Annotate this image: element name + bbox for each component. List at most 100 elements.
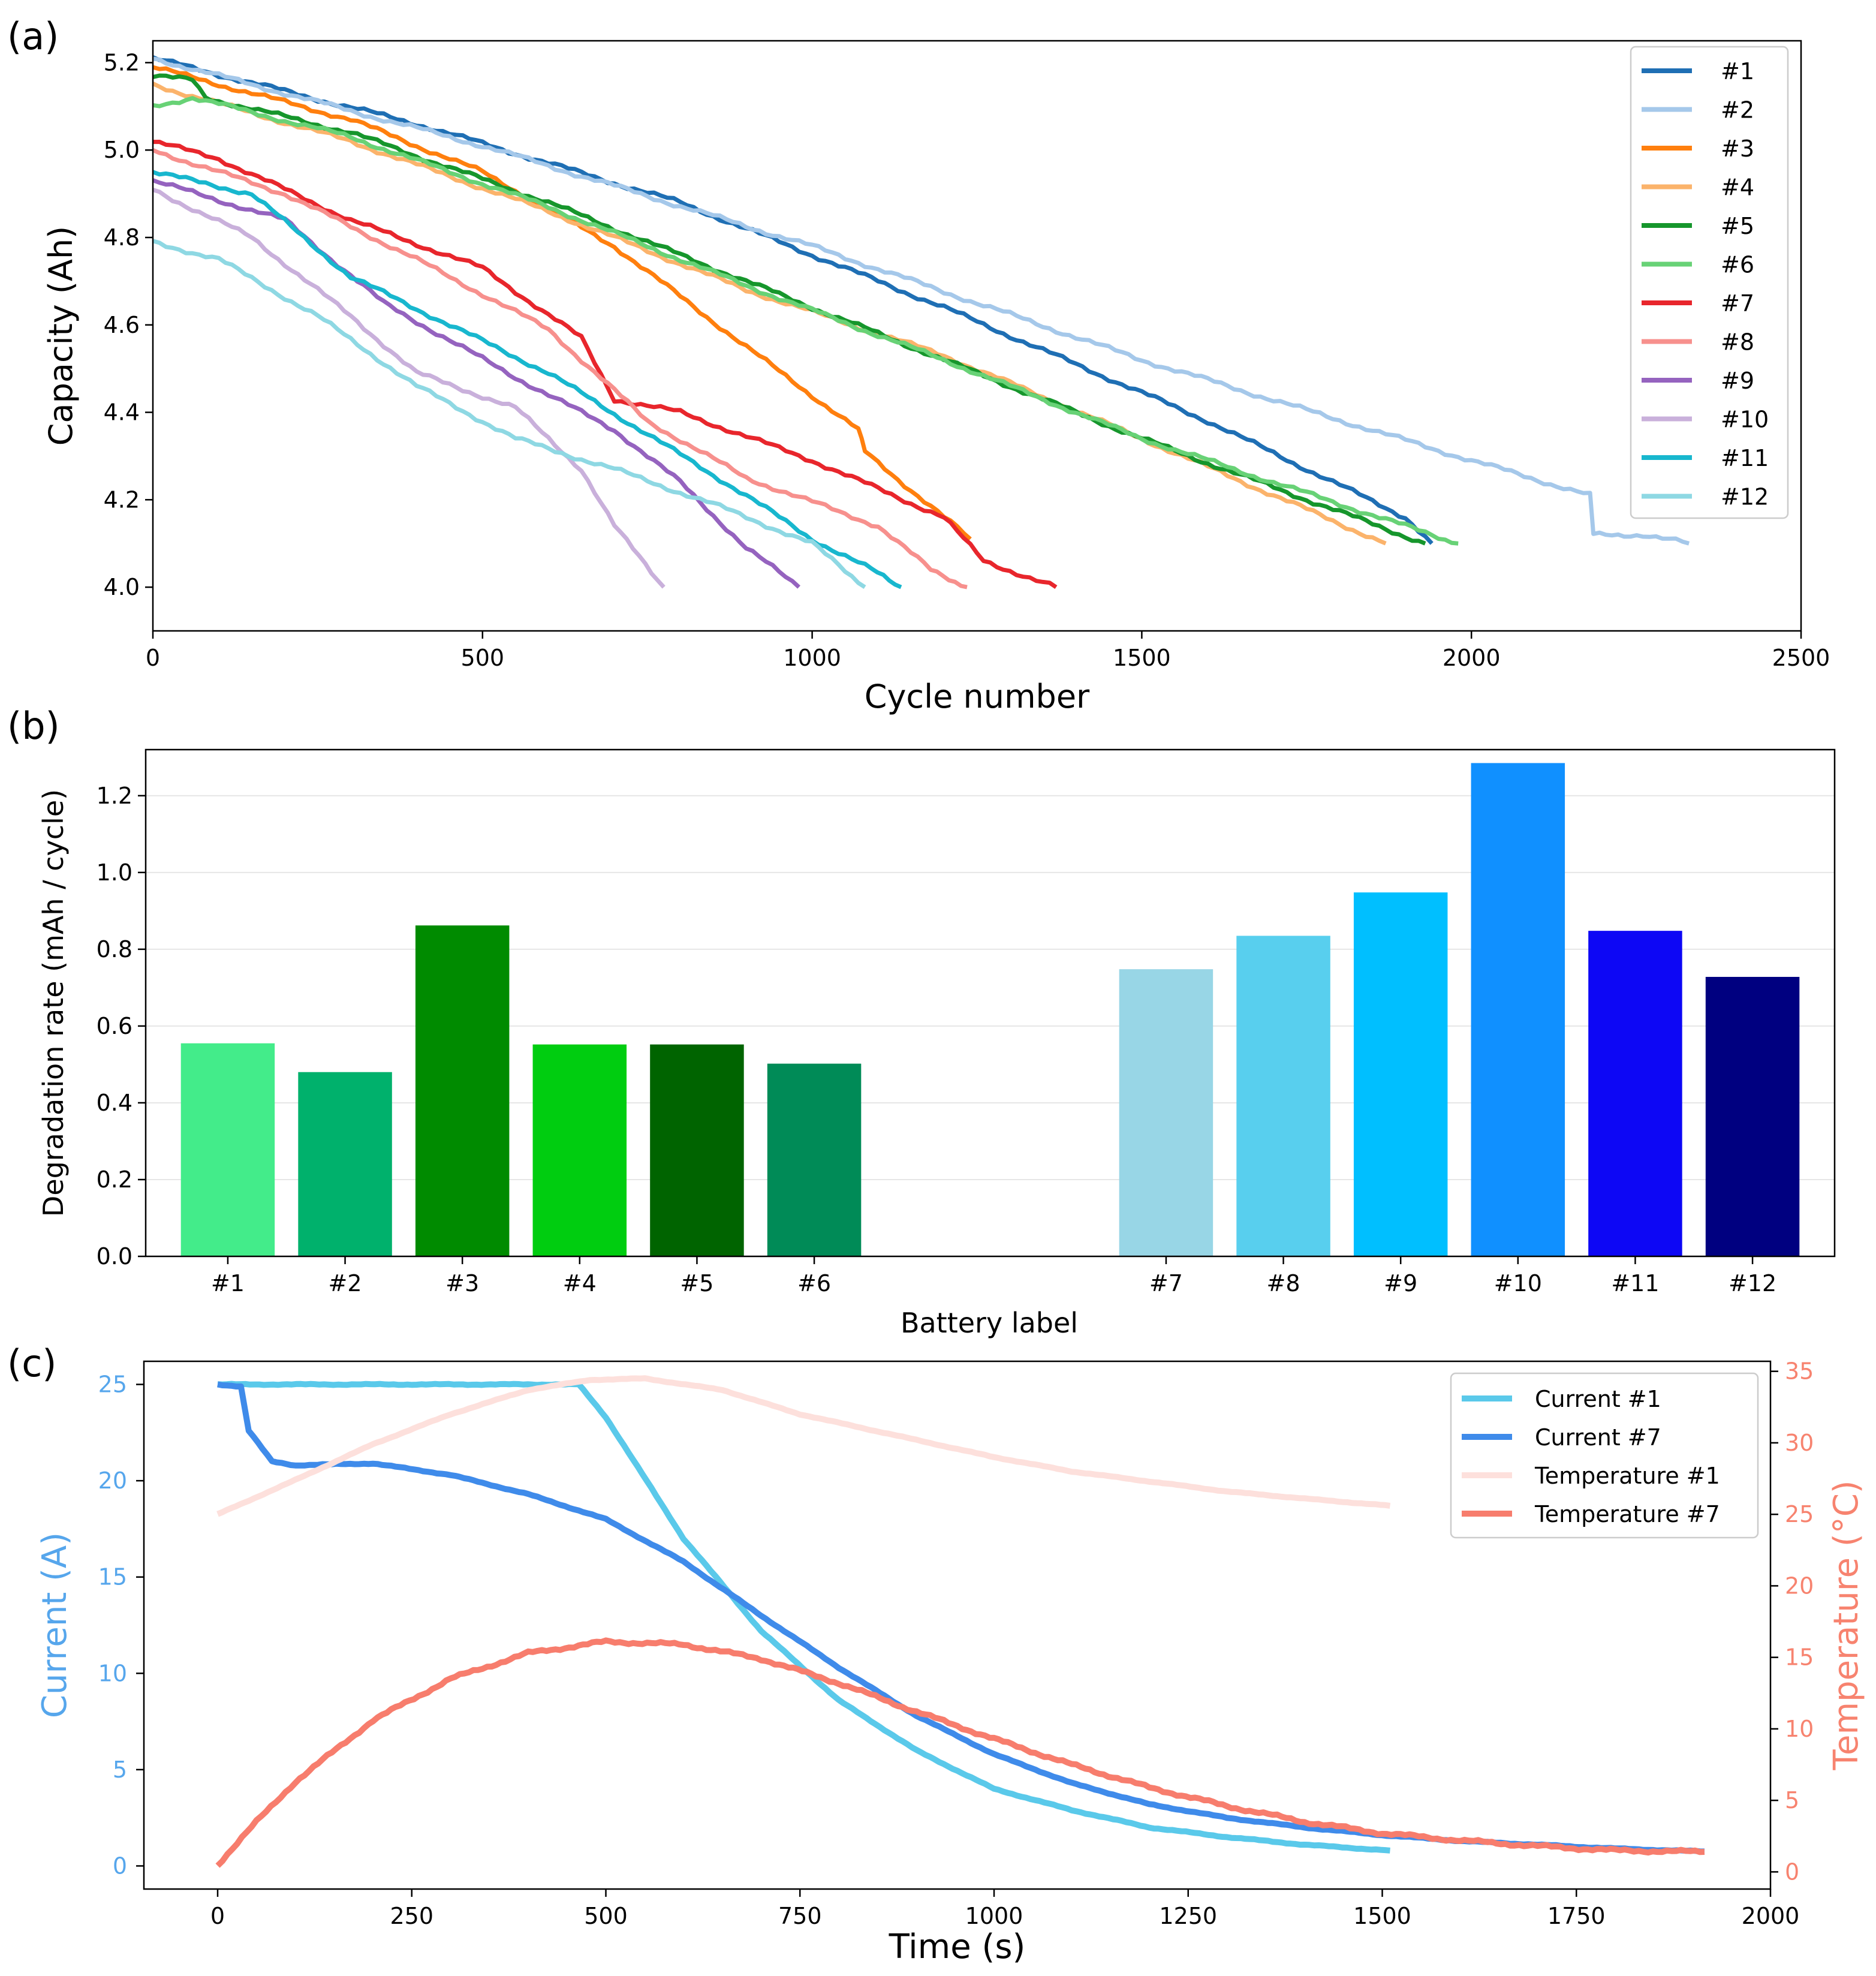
x-axis-label: Cycle number [865, 678, 1090, 715]
x-tick-label: 1000 [965, 1903, 1023, 1929]
bar-2 [298, 1072, 392, 1256]
legend-label: Current #1 [1535, 1386, 1661, 1412]
y-tick-label: 0.8 [97, 936, 133, 963]
y-tick-label-left: 20 [98, 1467, 127, 1494]
y-tick-label: 1.0 [97, 859, 133, 886]
x-tick-label: #2 [329, 1270, 362, 1297]
series-line-temperature-7 [215, 1637, 1705, 1868]
y-axis-label-left: Current (A) [35, 1532, 74, 1718]
x-tick-label: 1000 [783, 645, 841, 671]
chart-degradation-rate: #1 #2 #3 #4 #5 #6 #7 #8 #9 #10 #11 #12 0.0 0.2 0.4 0.6 0… [37, 748, 1836, 1339]
plot-frame [144, 748, 1836, 1258]
y-axis-label-right: Temperature (°C) [1827, 1480, 1866, 1770]
y-tick-label-right: 0 [1785, 1858, 1799, 1885]
panel-label-c: (c) [7, 1342, 56, 1385]
legend-label: #6 [1721, 252, 1754, 278]
bar-9 [1353, 892, 1448, 1256]
y-tick-label: 5.0 [104, 137, 140, 163]
x-tick-label: #11 [1611, 1270, 1659, 1297]
y-tick-label: 4.4 [104, 399, 140, 426]
panel-label-b: (b) [7, 704, 60, 748]
x-tick-label: #1 [211, 1270, 245, 1297]
y-tick-label-right: 25 [1785, 1501, 1814, 1527]
legend-label: Current #7 [1535, 1424, 1661, 1451]
y-tick-label: 4.6 [104, 312, 140, 338]
bar-3 [415, 925, 510, 1256]
legend-label: Temperature #1 [1534, 1463, 1720, 1489]
x-tick-label: #8 [1267, 1270, 1300, 1297]
legend-label: #5 [1721, 213, 1754, 239]
x-tick-label: 1500 [1353, 1903, 1411, 1929]
y-tick-label: 0.6 [97, 1013, 133, 1039]
legend-label: #4 [1721, 175, 1754, 201]
series-line-12 [152, 239, 866, 590]
plot-frame [143, 1360, 1772, 1890]
series-line-6 [152, 96, 1459, 546]
x-tick-label: 2000 [1443, 645, 1501, 671]
bar-6 [767, 1063, 862, 1256]
y-tick-label: 0.0 [97, 1243, 133, 1270]
bar-10 [1471, 763, 1565, 1256]
x-tick-label: 2500 [1772, 645, 1830, 671]
x-tick-label: 0 [210, 1903, 225, 1929]
legend-label: Temperature #7 [1534, 1501, 1720, 1527]
legend-box [1630, 46, 1789, 519]
series-line-8 [152, 148, 968, 590]
series-line-9 [152, 178, 800, 589]
legend-label: #11 [1721, 445, 1769, 471]
y-tick-label: 4.0 [104, 574, 140, 600]
series-line-1 [152, 55, 1434, 545]
x-tick-label: #6 [797, 1270, 831, 1297]
y-axis-label: Degradation rate (mAh / cycle) [37, 789, 70, 1217]
y-tick-label-right: 10 [1785, 1716, 1814, 1742]
legend-label: #2 [1721, 97, 1754, 124]
series-line-2 [152, 56, 1690, 546]
legend-label: #10 [1721, 407, 1769, 433]
x-tick-label: 500 [584, 1903, 628, 1929]
legend-label: #7 [1721, 290, 1754, 317]
plot-frame [152, 40, 1802, 632]
y-tick-label: 5.2 [104, 49, 140, 76]
y-tick-label: 4.2 [104, 486, 140, 513]
y-tick-label: 4.8 [104, 224, 140, 251]
legend-label: #3 [1721, 136, 1754, 162]
y-tick-label: 0.4 [97, 1090, 133, 1116]
legend-label: #8 [1721, 329, 1754, 356]
y-tick-label-right: 30 [1785, 1430, 1814, 1456]
chart-capacity: 0 500 1000 1500 2000 2500 4.0 4.2 4.4 4.6 4.8 5.0 5.… [42, 40, 1830, 715]
series-line-5 [152, 73, 1426, 546]
x-tick-label: 500 [461, 645, 505, 671]
bar-7 [1119, 969, 1213, 1256]
series-line-temperature-1 [216, 1375, 1391, 1517]
y-tick-label-right: 20 [1785, 1572, 1814, 1599]
panel-label-a: (a) [7, 14, 59, 58]
x-tick-label: #3 [445, 1270, 479, 1297]
bar-4 [532, 1044, 627, 1256]
x-tick-label: #10 [1494, 1270, 1542, 1297]
legend-box [1450, 1372, 1759, 1539]
x-tick-label: #5 [680, 1270, 713, 1297]
x-axis-label: Time (s) [889, 1927, 1026, 1966]
bar-12 [1705, 976, 1800, 1256]
series-line-11 [152, 170, 902, 590]
bar-11 [1588, 931, 1682, 1256]
y-tick-label-right: 5 [1785, 1787, 1799, 1813]
x-tick-label: 1250 [1159, 1903, 1217, 1929]
y-tick-label-right: 15 [1785, 1644, 1814, 1671]
bar-5 [650, 1044, 744, 1256]
x-tick-label: 750 [778, 1903, 822, 1929]
x-tick-label: 2000 [1742, 1903, 1800, 1929]
legend-label: #9 [1721, 368, 1754, 394]
y-tick-label-left: 0 [113, 1852, 127, 1879]
y-tick-label: 0.2 [97, 1166, 133, 1193]
x-tick-label: #12 [1729, 1270, 1776, 1297]
chart-current-temperature: 0 250 500 750 1000 1250 1500 1750 20000510152025… [35, 1358, 1866, 1966]
y-tick-label-left: 5 [113, 1757, 127, 1783]
x-tick-label: #4 [563, 1270, 597, 1297]
x-axis-label: Battery label [901, 1307, 1078, 1339]
series-line-10 [152, 188, 666, 589]
x-tick-label: 250 [390, 1903, 434, 1929]
bar-8 [1236, 936, 1330, 1256]
x-tick-label: 0 [146, 645, 160, 671]
